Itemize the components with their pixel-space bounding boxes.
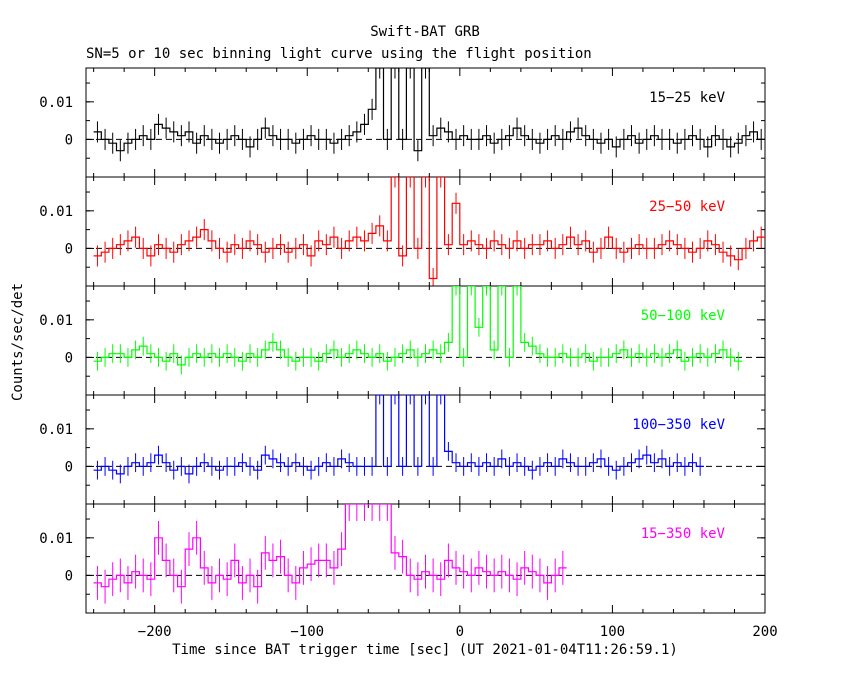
y-axis-label: Counts/sec/det <box>10 283 26 401</box>
panel-label: 25−50 keV <box>649 199 725 215</box>
panel-3: 0 0.01 50−100 keV <box>39 285 766 396</box>
series-data <box>93 177 765 286</box>
y-tick-label: 0 <box>65 350 73 366</box>
panel-2: 0 0.01 25−50 keV <box>39 176 766 287</box>
panel-frame <box>85 394 766 505</box>
series-line <box>93 68 765 152</box>
panel-1: 0 0.01 15−25 keV <box>39 67 766 178</box>
series-line <box>93 177 765 280</box>
series-data <box>93 68 765 162</box>
panel-frame <box>85 503 766 614</box>
y-tick-label: 0.01 <box>39 95 73 111</box>
y-tick-label: 0 <box>65 568 73 584</box>
series-data <box>93 504 567 604</box>
y-tick-label: 0.01 <box>39 204 73 220</box>
panel-frame <box>85 285 766 396</box>
x-tick-label: −200 <box>138 624 172 640</box>
panel-4: 0 0.01 100−350 keV <box>39 394 766 505</box>
panel-frame <box>85 67 766 178</box>
panel-5: 0 0.01 15−350 keV <box>39 503 766 614</box>
x-tick-label: −100 <box>290 624 324 640</box>
y-tick-label: 0.01 <box>39 531 73 547</box>
panel-label: 100−350 keV <box>632 417 725 433</box>
x-tick-label: 100 <box>600 624 625 640</box>
chart-subtitle: SN=5 or 10 sec binning light curve using… <box>86 46 592 62</box>
panel-label: 15−25 keV <box>649 90 725 106</box>
series-line <box>93 286 743 366</box>
chart-title: Swift-BAT GRB <box>370 24 480 40</box>
x-tick-labels: −200 −100 0 100 200 <box>138 624 778 640</box>
series-data <box>93 286 743 375</box>
y-tick-label: 0 <box>65 132 73 148</box>
panel-label: 15−350 keV <box>641 526 726 542</box>
y-tick-label: 0.01 <box>39 422 73 438</box>
y-tick-label: 0 <box>65 459 73 475</box>
x-tick-label: 0 <box>456 624 464 640</box>
panel-frame <box>85 176 766 287</box>
x-tick-label: 200 <box>752 624 777 640</box>
x-axis-label: Time since BAT trigger time [sec] (UT 20… <box>172 642 678 658</box>
y-tick-label: 0 <box>65 241 73 257</box>
panel-label: 50−100 keV <box>641 308 726 324</box>
y-tick-label: 0.01 <box>39 313 73 329</box>
series-line <box>93 504 567 588</box>
series-data <box>93 395 704 484</box>
panels-group: 0 0.01 15−25 keV 0 0.01 25−50 keV 0 0.01 50−100 … <box>39 67 766 614</box>
series-line <box>93 395 704 475</box>
